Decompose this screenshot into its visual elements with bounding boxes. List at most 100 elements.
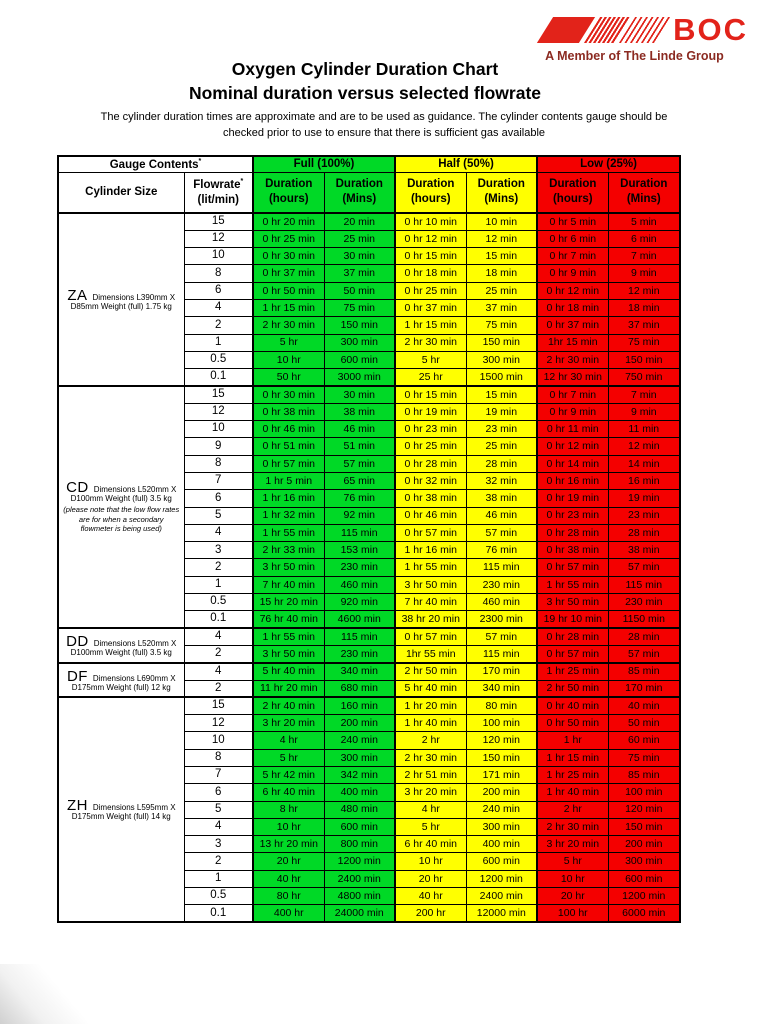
full-mins-cell: 46 min <box>323 420 396 439</box>
half-hours-cell: 0 hr 18 min <box>394 264 467 283</box>
cylinder-dimensions: Dimensions L520mm X <box>93 485 177 495</box>
low-hours-cell: 0 hr 18 min <box>536 298 609 318</box>
low-mins-cell: 200 min <box>607 835 681 854</box>
low-hours-header: Duration (hours) <box>536 171 609 214</box>
cylinder-code: ZH <box>66 797 88 815</box>
table-row: CD Dimensions L520mm X D100mm Weight (ful… <box>57 384 681 629</box>
low-hours-cell: 0 hr 57 min <box>536 644 609 664</box>
full-hours-cell: 11 hr 20 min <box>252 679 325 698</box>
flowrate-cell: 1 <box>183 333 254 352</box>
half-hours-cell: 40 hr <box>394 887 467 906</box>
half-mins-cell: 340 min <box>465 679 538 698</box>
half-mins-cell: 300 min <box>465 817 538 837</box>
full-mins-cell: 65 min <box>323 471 396 491</box>
low-mins-cell: 28 min <box>607 627 681 646</box>
full-hours-cell: 13 hr 20 min <box>252 835 325 854</box>
half-mins-cell: 230 min <box>465 575 538 595</box>
flowrate-cell: 15 <box>183 384 254 404</box>
low-mins-cell: 600 min <box>607 869 681 889</box>
table-row: 0.1 76 hr 40 min 4600 min 38 hr 20 min 2300 … <box>58 610 681 629</box>
low-hours-cell: 1 hr 40 min <box>536 783 609 802</box>
table-row: 2 20 hr 1200 min 10 hr 600 min 5 hr 300 min <box>58 852 681 871</box>
full-hours-cell: 2 hr 30 min <box>252 316 325 335</box>
low-mins-cell: 1150 min <box>607 610 681 629</box>
half-hours-cell: 2 hr 30 min <box>394 748 467 768</box>
half-mins-cell: 1200 min <box>465 869 538 889</box>
full-hours-cell: 0 hr 38 min <box>252 402 325 422</box>
low-hours-cell: 0 hr 23 min <box>536 506 609 525</box>
table-row: 12 0 hr 25 min 25 min 0 hr 12 min 12 min 0 hr… <box>58 229 681 249</box>
flowrate-cell: 0.5 <box>183 593 254 612</box>
flowrate-cell: 2 <box>183 558 254 577</box>
half-hours-cell: 0 hr 25 min <box>394 437 467 456</box>
half-mins-cell: 2400 min <box>465 887 538 906</box>
boc-stripes-icon <box>536 16 672 44</box>
half-hours-cell: 2 hr 51 min <box>394 765 467 785</box>
low-hours-cell: 0 hr 28 min <box>536 523 609 543</box>
half-hours-cell: 1 hr 15 min <box>394 316 467 335</box>
low-mins-cell: 1200 min <box>607 887 681 906</box>
half-mins-cell: 23 min <box>465 420 538 439</box>
low-hours-cell: 0 hr 50 min <box>536 714 609 733</box>
full-mins-cell: 2400 min <box>323 869 396 889</box>
half-mins-cell: 75 min <box>465 316 538 335</box>
full-hours-cell: 1 hr 55 min <box>252 523 325 543</box>
flowrate-cell: 7 <box>183 765 254 785</box>
flowrate-cell: 0.1 <box>183 904 254 923</box>
low-mins-cell: 9 min <box>607 402 681 422</box>
full-hours-cell: 40 hr <box>252 869 325 889</box>
flowrate-cell: 6 <box>183 281 254 300</box>
flowrate-cell: 15 <box>183 696 254 716</box>
full-hours-cell: 50 hr <box>252 368 325 387</box>
low-hours-cell: 0 hr 38 min <box>536 541 609 560</box>
group-header-row: Gauge Contents* Full (100%) Half (50%) L… <box>57 155 681 173</box>
half-mins-cell: 200 min <box>465 783 538 802</box>
low-mins-cell: 18 min <box>607 298 681 318</box>
low-hours-cell: 0 hr 7 min <box>536 247 609 266</box>
low-mins-cell: 6000 min <box>607 904 681 923</box>
low-hours-cell: 1hr 15 min <box>536 333 609 352</box>
full-hours-cell: 0 hr 30 min <box>252 384 325 404</box>
half-group-header: Half (50%) <box>394 155 538 173</box>
low-mins-cell: 150 min <box>607 350 681 370</box>
full-hours-cell: 1 hr 15 min <box>252 298 325 318</box>
boc-logo: BOC A Member of The Linde Group <box>536 14 748 63</box>
flowrate-cell: 0.5 <box>183 350 254 370</box>
cylinder-size-header: Cylinder Size <box>57 171 185 214</box>
cylinder-dimensions: Dimensions L690mm X <box>92 673 176 683</box>
low-mins-cell: 19 min <box>607 489 681 508</box>
low-mins-cell: 115 min <box>607 575 681 595</box>
half-mins-cell: 57 min <box>465 523 538 543</box>
low-hours-cell: 0 hr 6 min <box>536 229 609 249</box>
half-mins-cell: 10 min <box>465 211 538 231</box>
low-mins-cell: 12 min <box>607 281 681 300</box>
flowrate-cell: 10 <box>183 420 254 439</box>
full-mins-cell: 480 min <box>323 800 396 819</box>
full-mins-cell: 300 min <box>323 748 396 768</box>
low-hours-cell: 0 hr 19 min <box>536 489 609 508</box>
flowrate-cell: 5 <box>183 506 254 525</box>
half-hours-cell: 0 hr 15 min <box>394 384 467 404</box>
half-mins-cell: 120 min <box>465 731 538 750</box>
half-hours-cell: 6 hr 40 min <box>394 835 467 854</box>
flowrate-cell: 10 <box>183 247 254 266</box>
half-hours-cell: 0 hr 37 min <box>394 298 467 318</box>
full-hours-cell: 5 hr 42 min <box>252 765 325 785</box>
full-hours-cell: 3 hr 50 min <box>252 644 325 664</box>
low-hours-cell: 0 hr 5 min <box>536 211 609 231</box>
page-title: Oxygen Cylinder Duration Chart Nominal d… <box>0 58 730 105</box>
low-hours-cell: 1 hr <box>536 731 609 750</box>
flowrate-cell: 3 <box>183 541 254 560</box>
cylinder-label-line: DD Dimensions L520mm X <box>62 634 181 649</box>
half-mins-cell: 170 min <box>465 661 538 681</box>
full-hours-cell: 400 hr <box>252 904 325 923</box>
full-mins-cell: 76 min <box>323 489 396 508</box>
low-hours-cell: 0 hr 16 min <box>536 471 609 491</box>
low-hours-cell: 2 hr <box>536 800 609 819</box>
low-hours-cell: 1 hr 25 min <box>536 661 609 681</box>
duration-table: Gauge Contents* Full (100%) Half (50%) L… <box>57 155 682 924</box>
